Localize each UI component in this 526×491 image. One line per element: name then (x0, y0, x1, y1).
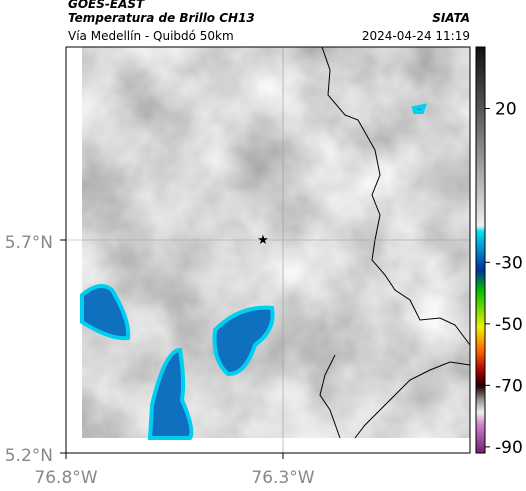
product: Temperatura de Brillo CH13 (68, 11, 255, 25)
lon-label: 76.3°W (251, 468, 314, 488)
colorbar-tick-label: 20 (495, 100, 517, 120)
border (319, 354, 471, 439)
cloud-cell (80, 284, 131, 341)
cloud-cell (411, 103, 427, 114)
map: ★ 5.7°N 5.2°N 76.8°W 76.3°W (5, 46, 471, 488)
cloud-cell (147, 347, 194, 440)
colorbar-tick-label: -50 (495, 315, 523, 335)
colorbar-scale (475, 46, 486, 454)
colorbar-tick-label: -70 (495, 376, 523, 396)
route: Vía Medellín - Quibdó 50km (68, 29, 234, 43)
border (321, 46, 471, 346)
colorbar-tick-label: -90 (495, 438, 523, 458)
colorbar-tick-label: -30 (495, 253, 523, 273)
source: GOES-EAST (68, 0, 145, 11)
cloud-image (82, 47, 470, 438)
cold-clouds (80, 103, 427, 440)
agency: SIATA (432, 11, 470, 25)
lat-label: 5.7°N (5, 233, 53, 253)
city-marker: ★ (257, 233, 269, 248)
cloud-cell (212, 305, 275, 376)
datetime: 2024-04-24 11:19 (362, 29, 470, 43)
map-frame (65, 46, 471, 454)
lon-label: 76.8°W (34, 468, 97, 488)
lat-label: 5.2°N (5, 446, 53, 466)
colorbar: 20 -30 -50 -70 -90 (475, 46, 523, 458)
